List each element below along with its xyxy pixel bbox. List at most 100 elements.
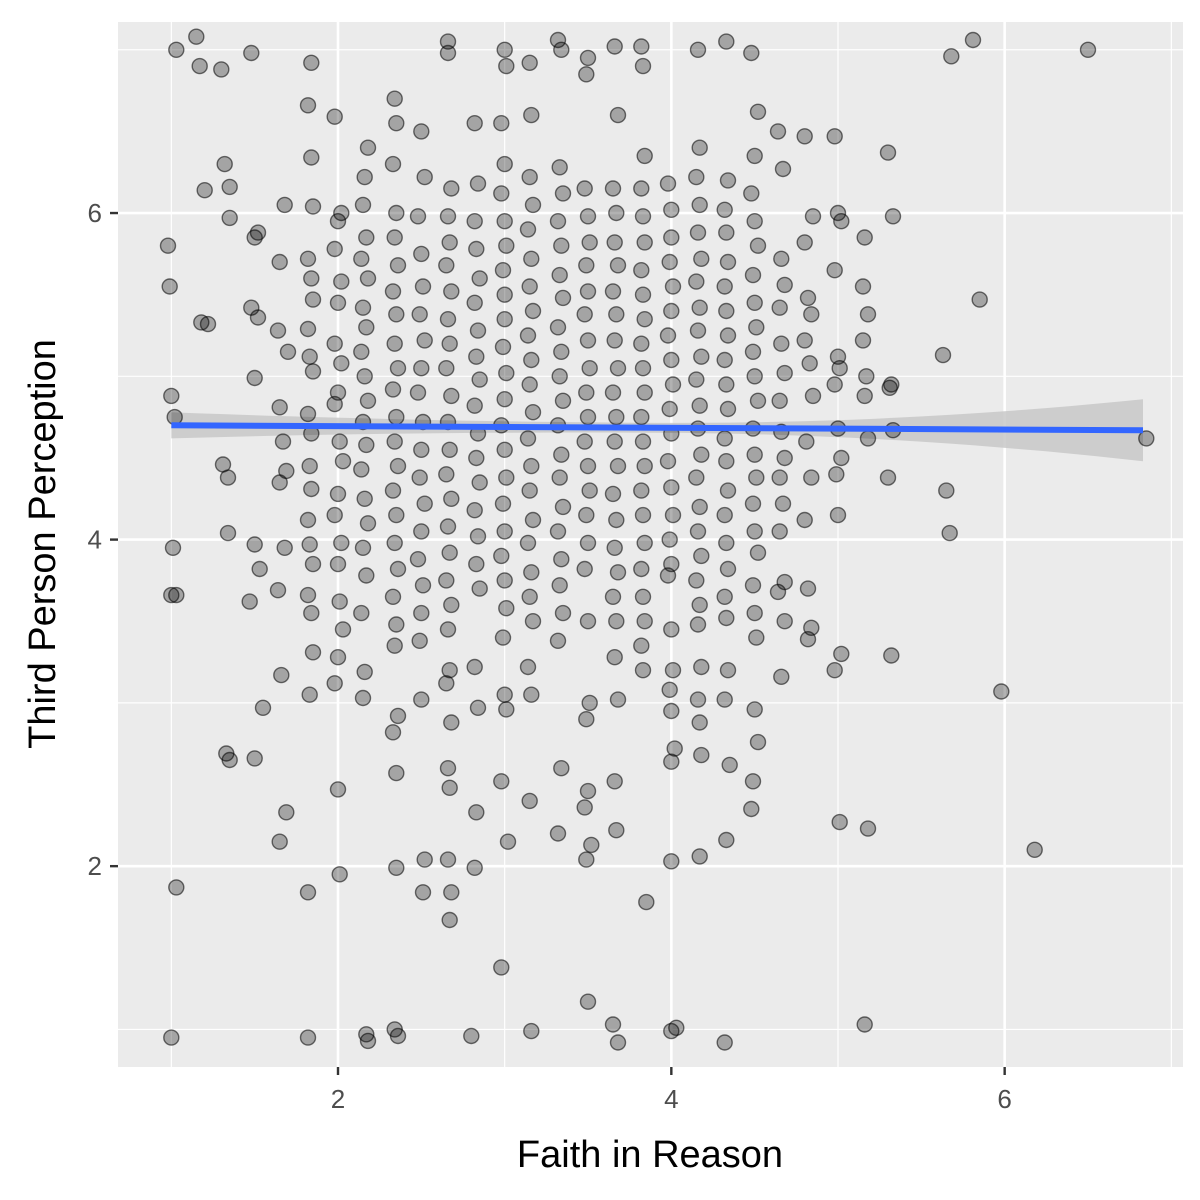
data-point <box>386 433 403 450</box>
data-point <box>663 753 680 770</box>
data-point <box>579 49 597 67</box>
data-point <box>353 604 370 622</box>
data-point <box>776 613 793 630</box>
data-point <box>468 348 485 365</box>
data-point <box>804 208 822 225</box>
trend-line <box>171 422 1144 434</box>
data-point <box>354 689 372 707</box>
data-point <box>796 234 813 251</box>
data-point <box>493 185 510 202</box>
data-point <box>466 859 483 876</box>
data-point <box>719 253 737 271</box>
data-point <box>663 621 680 638</box>
data-point <box>608 306 625 323</box>
data-point <box>578 257 595 274</box>
data-point <box>388 114 405 132</box>
data-point <box>524 404 542 421</box>
data-point <box>329 485 347 503</box>
data-point <box>691 397 708 414</box>
data-point <box>554 289 572 307</box>
data-point <box>329 649 347 666</box>
data-point <box>746 446 763 463</box>
data-point <box>773 668 790 685</box>
data-point <box>578 711 595 728</box>
data-point <box>519 221 537 238</box>
data-point <box>663 302 680 320</box>
data-point <box>881 379 898 396</box>
data-point <box>498 237 515 254</box>
data-point <box>551 577 568 594</box>
data-point <box>581 694 598 712</box>
data-point <box>358 319 375 336</box>
data-point <box>274 433 292 450</box>
data-point <box>801 355 818 372</box>
data-point <box>826 128 843 145</box>
data-point <box>221 751 238 769</box>
data-point <box>748 319 765 336</box>
data-point <box>744 577 762 594</box>
data-point <box>269 322 287 339</box>
data-point <box>416 851 433 868</box>
data-point <box>163 387 180 405</box>
data-point <box>471 270 488 287</box>
data-point <box>496 212 513 230</box>
data-point <box>749 544 767 561</box>
data-point <box>859 820 877 837</box>
data-point <box>581 482 598 499</box>
data-point <box>519 430 537 447</box>
data-point <box>716 691 733 708</box>
data-point <box>439 33 457 50</box>
data-point <box>333 204 350 222</box>
data-point <box>776 276 793 294</box>
data-point <box>241 593 258 610</box>
data-point <box>716 278 733 295</box>
data-point <box>523 457 540 475</box>
data-point <box>334 453 352 470</box>
data-point <box>521 376 538 393</box>
data-point <box>304 555 322 573</box>
data-point <box>581 360 598 377</box>
data-point <box>771 299 788 316</box>
data-point <box>829 204 847 222</box>
data-point <box>331 866 348 883</box>
data-point <box>796 511 813 529</box>
data-point <box>334 621 352 638</box>
data-point <box>493 547 510 565</box>
data-point <box>551 368 568 385</box>
data-point <box>664 506 682 524</box>
data-point <box>743 185 760 202</box>
data-point <box>859 306 877 323</box>
data-point <box>329 781 347 798</box>
data-point <box>771 523 788 540</box>
data-point <box>164 539 182 556</box>
data-point <box>636 311 653 328</box>
data-point <box>798 433 815 450</box>
data-point <box>934 346 952 364</box>
data-point <box>553 760 570 777</box>
data-point <box>496 523 513 540</box>
data-point <box>439 518 457 535</box>
data-point <box>498 364 515 382</box>
data-point <box>691 714 708 731</box>
data-point <box>854 332 872 349</box>
data-point <box>386 637 403 654</box>
data-point <box>416 495 433 512</box>
data-point <box>386 229 403 246</box>
data-point <box>303 270 320 287</box>
data-point <box>413 123 430 140</box>
data-point <box>329 212 347 230</box>
data-point <box>604 485 622 503</box>
data-point <box>521 168 538 186</box>
data-point <box>576 799 593 816</box>
data-point <box>496 155 513 173</box>
data-points <box>159 28 1155 1051</box>
data-point <box>168 41 185 58</box>
data-point <box>413 523 430 540</box>
data-point <box>691 139 708 156</box>
data-point <box>636 384 653 401</box>
data-point <box>299 97 317 114</box>
data-point <box>326 240 343 258</box>
data-point <box>278 804 295 821</box>
data-point <box>389 257 407 274</box>
data-point <box>746 147 763 165</box>
